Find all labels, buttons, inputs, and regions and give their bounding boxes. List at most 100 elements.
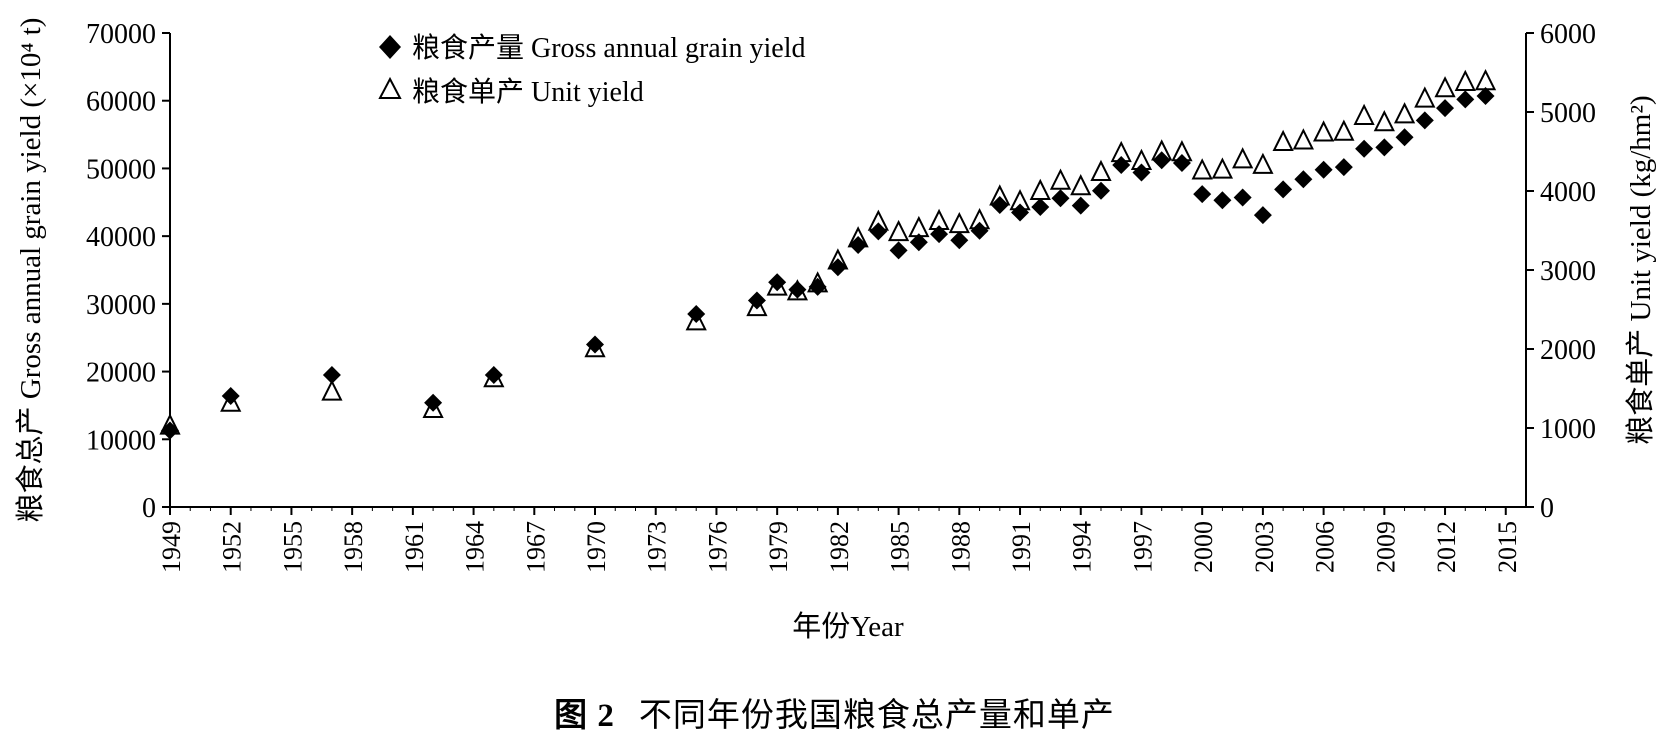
left-y-tick-label: 70000 (86, 19, 156, 50)
x-tick-label: 1982 (825, 521, 854, 573)
x-tick-label: 2006 (1311, 521, 1340, 573)
series-gross-yield (161, 86, 1495, 440)
left-y-tick-label: 10000 (86, 425, 156, 456)
unit-yield-point (1191, 158, 1213, 180)
x-tick-label: 1949 (157, 521, 186, 573)
gross-yield-point (1193, 185, 1212, 204)
x-tick-label: 1988 (946, 521, 975, 573)
gross-yield-point (1294, 170, 1313, 189)
x-tick-label: 2012 (1432, 521, 1461, 573)
plot-frame (169, 33, 1527, 508)
figure-caption-text: 不同年份我国粮食总产量和单产 (638, 698, 1115, 734)
gross-yield-point (1071, 196, 1090, 215)
gross-yield-point (889, 241, 908, 260)
unit-yield-point (1454, 69, 1476, 91)
left-y-tick-label: 40000 (86, 222, 156, 253)
figure-number: 图 2 (554, 698, 615, 734)
gross-yield-point (1011, 203, 1030, 222)
right-y-axis-title: 粮食单产 Unit yield (kg/hm²) (1624, 95, 1657, 444)
gross-yield-point (1274, 180, 1293, 199)
series-unit-yield (159, 68, 1497, 435)
x-tick-label: 2015 (1493, 521, 1522, 573)
legend-label-gross: 粮食产量 Gross annual grain yield (412, 32, 806, 64)
x-tick-label: 1973 (643, 521, 672, 573)
x-tick-label: 1955 (278, 521, 307, 573)
gross-yield-point (687, 305, 706, 324)
gross-yield-point (1334, 158, 1353, 177)
unit-yield-point (1232, 147, 1254, 169)
right-y-tick-label: 3000 (1540, 256, 1596, 287)
gross-yield-point (221, 386, 240, 405)
gross-yield-point (788, 280, 807, 299)
gross-yield-point (990, 195, 1009, 214)
left-y-tick-label: 60000 (86, 87, 156, 118)
unit-yield-point (1292, 128, 1314, 150)
gross-yield-point (1152, 151, 1171, 170)
gross-yield-point (849, 235, 868, 254)
x-tick-label: 1994 (1068, 521, 1097, 573)
figure-caption: 图 2 不同年份我国粮食总产量和单产 (0, 688, 1669, 736)
left-y-tick-label: 20000 (86, 358, 156, 389)
unit-yield-point (1272, 129, 1294, 152)
gross-yield-point (808, 277, 827, 296)
unit-yield-point (1029, 178, 1051, 200)
gross-yield-point (586, 335, 605, 354)
gross-yield-point (1314, 160, 1333, 179)
gross-yield-point (1355, 139, 1374, 158)
left-y-tick-label: 30000 (86, 290, 156, 321)
x-tick-label: 1979 (764, 521, 793, 573)
left-y-axis-ticks: 0 10000 20000 30000 40000 50000 60000 70000 (86, 19, 170, 524)
legend-diamond-marker (379, 35, 401, 59)
gross-yield-point (1213, 191, 1232, 210)
gross-yield-point (1132, 163, 1151, 182)
unit-yield-point (1252, 152, 1274, 174)
left-y-axis-title: 粮食总产 Gross annual grain yield (×10⁴ t) (14, 18, 47, 523)
unit-yield-point (887, 219, 910, 242)
unit-yield-point (1333, 119, 1355, 141)
gross-yield-point (161, 421, 179, 440)
unit-yield-point (1090, 159, 1112, 182)
gross-yield-point (424, 393, 443, 412)
gross-yield-point (1375, 138, 1394, 157)
legend-item-gross: 粮食产量 Gross annual grain yield (379, 32, 806, 64)
unit-yield-point (1393, 102, 1416, 124)
legend-label-unit: 粮食单产 Unit yield (412, 76, 644, 108)
x-tick-label: 1958 (339, 521, 368, 573)
legend-item-unit: 粮食单产 Unit yield (378, 76, 644, 108)
unit-yield-point (1070, 174, 1092, 196)
unit-yield-point (321, 379, 343, 401)
gross-yield-point (1051, 189, 1070, 208)
gross-yield-point (1031, 198, 1050, 217)
x-tick-label: 1991 (1007, 521, 1036, 573)
left-y-tick-label: 50000 (86, 154, 156, 185)
unit-yield-point (1474, 68, 1497, 91)
x-axis-title: 年份Year (792, 610, 904, 643)
x-tick-label: 1967 (521, 521, 550, 573)
gross-yield-point (768, 273, 787, 292)
gross-yield-point (1112, 156, 1131, 175)
unit-yield-point (948, 211, 970, 234)
gross-yield-point (747, 291, 766, 310)
x-tick-label: 2003 (1250, 521, 1279, 573)
gross-yield-point (970, 221, 989, 240)
gross-yield-point (1415, 111, 1434, 130)
gross-yield-point (950, 231, 969, 250)
unit-yield-point (1211, 157, 1234, 179)
gross-yield-point (828, 258, 847, 277)
right-y-tick-label: 4000 (1540, 177, 1596, 208)
x-tick-label: 1997 (1128, 521, 1157, 573)
x-tick-label: 1952 (218, 521, 247, 573)
legend-triangle-marker (378, 76, 402, 99)
gross-yield-point (1476, 86, 1495, 105)
right-y-tick-label: 2000 (1540, 335, 1596, 366)
right-y-axis-ticks: 0 1000 2000 3000 4000 5000 6000 (1526, 19, 1596, 524)
unit-yield-point (1373, 110, 1395, 132)
gross-yield-point (1233, 188, 1252, 207)
unit-yield-point (1312, 120, 1335, 142)
x-tick-label: 2009 (1371, 521, 1400, 573)
unit-yield-point (1414, 86, 1436, 108)
gross-yield-point (1436, 99, 1455, 118)
legend: 粮食产量 Gross annual grain yield 粮食单产 Unit … (378, 32, 806, 108)
gross-yield-point (909, 233, 928, 252)
